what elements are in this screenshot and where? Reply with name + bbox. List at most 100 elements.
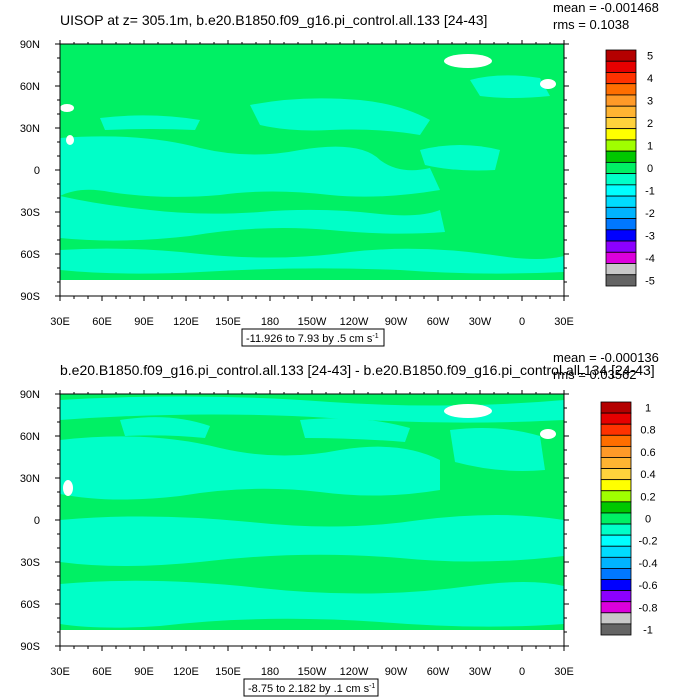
x-tick-label: 120W (340, 316, 369, 328)
colorbar-label: 1 (647, 141, 653, 153)
colorbar-box (605, 173, 637, 186)
colorbar-box (600, 523, 632, 536)
colorbar-box (605, 150, 637, 163)
colorbar-label: 0 (645, 514, 651, 526)
x-tick-label: 0 (519, 666, 525, 678)
y-tick-label: 90N (20, 389, 40, 401)
y-tick-label: 60N (20, 431, 40, 443)
colorbar-box (605, 218, 637, 231)
x-tick-label: 90E (134, 666, 154, 678)
colorbar-box (605, 229, 637, 242)
y-tick-label: 90N (20, 39, 40, 51)
colorbar-box (605, 105, 637, 118)
colorbar-label: -0.8 (639, 602, 658, 614)
panel-1-land-island (60, 104, 74, 112)
colorbar-label: 0.2 (640, 491, 655, 503)
x-tick-label: 150W (298, 666, 327, 678)
y-tick-label: 0 (34, 515, 40, 527)
panel-1-land-iceland (540, 79, 556, 89)
panel-1-rms: rms = 0.1038 (553, 17, 629, 32)
colorbar-label: -2 (645, 208, 655, 220)
panel-2-land-island (63, 480, 73, 496)
colorbar-box (605, 128, 637, 141)
colorbar-box (600, 457, 632, 469)
colorbar-box (605, 263, 637, 276)
x-tick-label: 30E (50, 316, 70, 328)
x-tick-label: 60W (427, 316, 450, 328)
panel-1-range-box: -11.926 to 7.93 by .5 cm s-1 (241, 328, 385, 347)
colorbar-label: -4 (645, 253, 655, 265)
panel-1-ticks: 30E 60E 90E 120E 150E 180 150W 120W 90W 60W 30W 0 30… (20, 39, 574, 328)
colorbar-label: 5 (647, 51, 653, 63)
x-tick-label: 30E (50, 666, 70, 678)
panel-1-range-label: -11.926 to 7.93 by .5 cm s-1 (246, 333, 379, 345)
colorbar-label: -1 (643, 624, 653, 636)
x-tick-label: 120E (173, 316, 199, 328)
x-tick-label: 150E (215, 666, 241, 678)
colorbar-box (600, 612, 632, 625)
x-tick-label: 180 (261, 666, 279, 678)
colorbar-box (605, 184, 637, 197)
panel-1-range-frame (241, 328, 385, 347)
colorbar-label: -5 (645, 275, 655, 287)
colorbar-box (600, 501, 632, 514)
colorbar-label: 0.6 (640, 447, 655, 459)
colorbar-box (605, 49, 637, 62)
colorbar-label: 4 (647, 73, 653, 85)
panel-1-title: UISOP at z= 305.1m, b.e20.B1850.f09_g16.… (60, 12, 487, 28)
panel-2-rms: rms = 0.03562 (553, 367, 636, 382)
panel-2-colorbar: 1 0.8 0.6 0.4 0.2 0 -0.2 -0.4 -0.6 -0.8 -1 (600, 401, 658, 636)
colorbar-label: 0.8 (640, 425, 655, 437)
y-tick-label: 30S (20, 557, 40, 569)
x-tick-label: 0 (519, 316, 525, 328)
colorbar-box (600, 534, 632, 547)
colorbar-label: -0.6 (639, 580, 658, 592)
x-tick-label: 60E (92, 316, 112, 328)
y-tick-label: 90S (20, 641, 40, 653)
panel-1-land-small (66, 135, 74, 145)
colorbar-box (600, 468, 632, 481)
x-tick-label: 90W (385, 316, 408, 328)
colorbar-box (600, 434, 632, 447)
colorbar-box (605, 60, 637, 73)
colorbar-box (600, 445, 632, 458)
y-tick-label: 30N (20, 123, 40, 135)
x-tick-label: 90E (134, 316, 154, 328)
panel-2-field-negative (60, 396, 564, 628)
panel-1-mean: mean = -0.001468 (553, 0, 659, 15)
colorbar-box (600, 490, 632, 503)
colorbar-label: 1 (645, 403, 651, 415)
colorbar-label: -0.4 (639, 558, 658, 570)
x-tick-label: 30W (469, 316, 492, 328)
panel-1-map (60, 44, 564, 296)
x-tick-label: 120E (173, 666, 199, 678)
colorbar-box (605, 251, 637, 264)
panel-2-mean: mean = -0.000136 (553, 350, 659, 365)
colorbar-box (600, 568, 632, 580)
y-tick-label: 0 (34, 165, 40, 177)
colorbar-box (605, 139, 637, 152)
panel-2: b.e20.B1850.f09_g16.pi_control.all.133 [… (20, 350, 659, 697)
y-tick-label: 90S (20, 291, 40, 303)
colorbar-label: 0.4 (640, 469, 655, 481)
y-tick-label: 60S (20, 599, 40, 611)
panel-1-field-negative (60, 75, 564, 274)
y-tick-label: 60N (20, 81, 40, 93)
x-tick-label: 180 (261, 316, 279, 328)
colorbar-box (600, 512, 632, 525)
colorbar-label: 3 (647, 96, 653, 108)
x-tick-label: 30E (554, 316, 574, 328)
panel-2-land-greenland (444, 404, 492, 418)
panel-2-range-label: -8.75 to 2.182 by .1 cm s-1 (248, 683, 375, 695)
x-tick-label: 30E (554, 666, 574, 678)
panel-2-land-iceland (540, 429, 556, 439)
panel-2-title: b.e20.B1850.f09_g16.pi_control.all.133 [… (60, 362, 655, 378)
colorbar-box (600, 579, 632, 592)
colorbar-box (600, 412, 632, 425)
colorbar-box (600, 601, 632, 614)
colorbar-box (600, 556, 632, 569)
panel-2-map (60, 394, 564, 646)
panel-2-range-box: -8.75 to 2.182 by .1 cm s-1 (243, 678, 379, 697)
colorbar-box (605, 83, 637, 96)
